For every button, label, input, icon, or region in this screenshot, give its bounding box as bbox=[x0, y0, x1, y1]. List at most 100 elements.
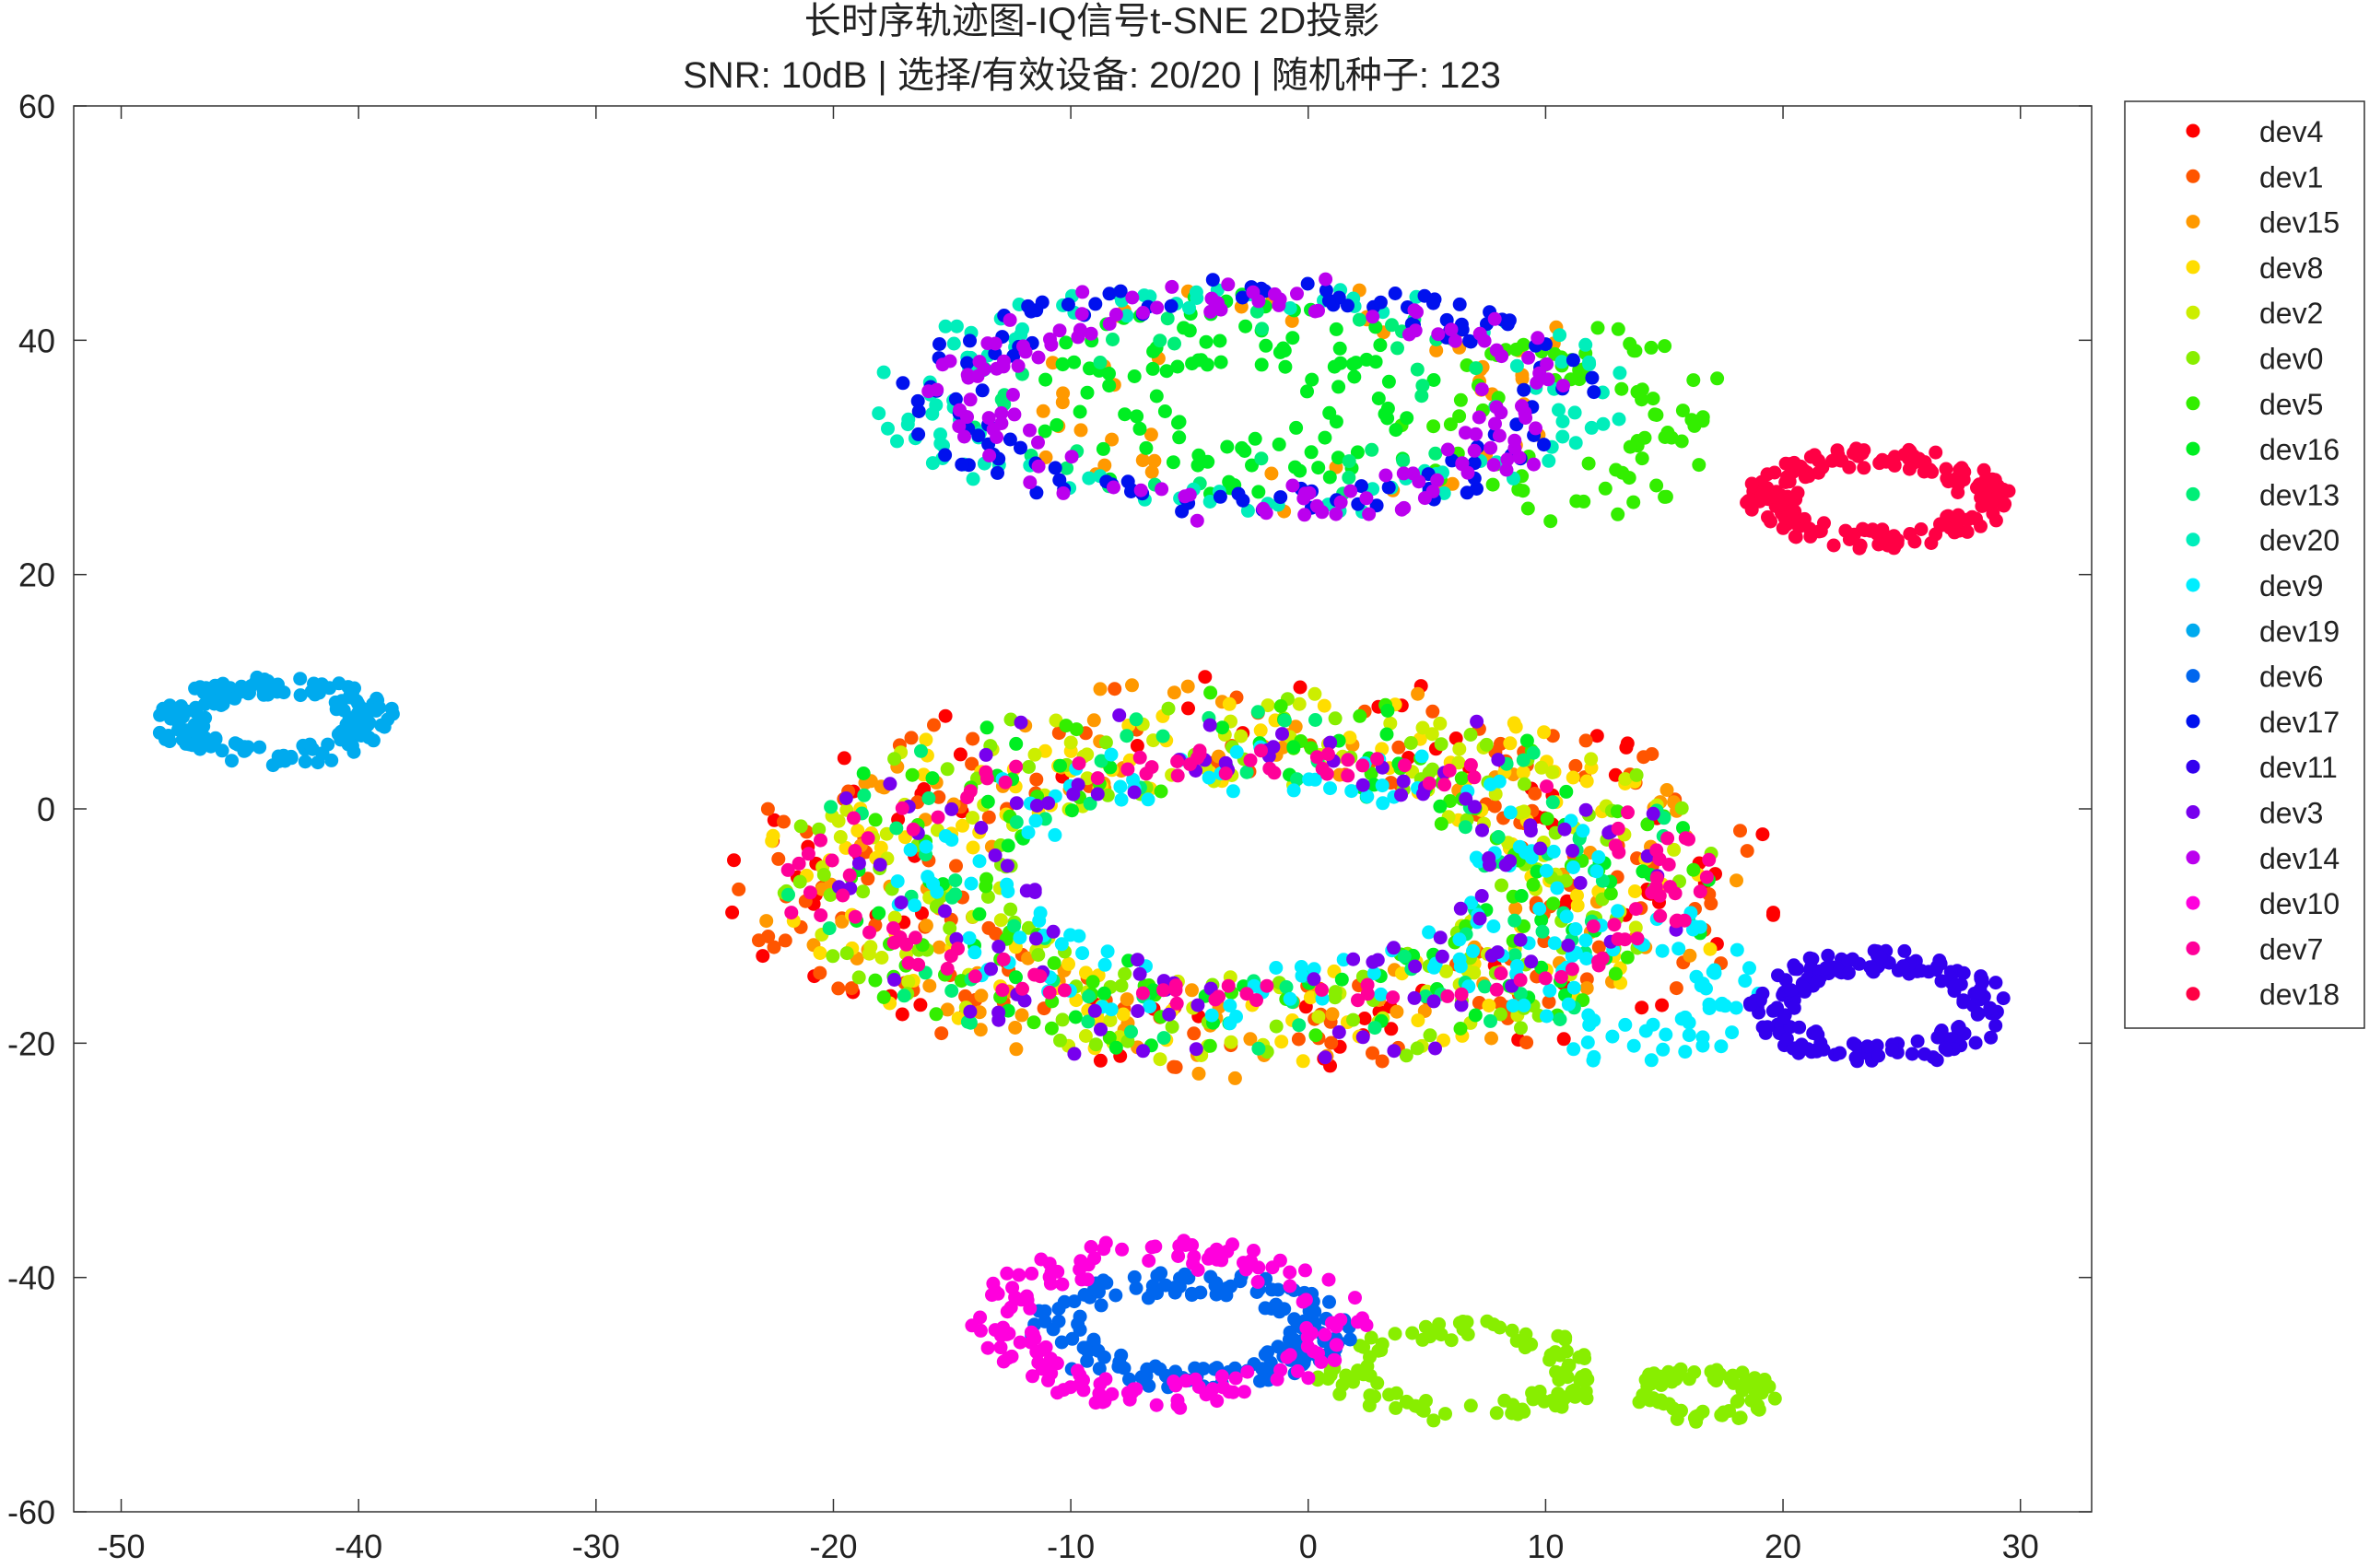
data-point bbox=[886, 935, 901, 950]
data-point bbox=[1277, 713, 1292, 728]
data-point bbox=[1468, 800, 1482, 814]
data-point bbox=[1013, 1335, 1027, 1350]
data-point bbox=[1509, 342, 1523, 357]
data-point bbox=[1519, 846, 1533, 860]
data-point bbox=[1346, 357, 1360, 371]
data-point bbox=[1628, 902, 1643, 917]
data-point bbox=[1277, 344, 1292, 357]
data-point bbox=[974, 821, 989, 835]
data-point bbox=[1389, 423, 1403, 438]
data-point bbox=[1971, 985, 1986, 1000]
data-point bbox=[1202, 1038, 1217, 1053]
data-point bbox=[1105, 432, 1120, 447]
data-point bbox=[1007, 407, 1022, 422]
data-point bbox=[1534, 760, 1549, 775]
data-point bbox=[1346, 952, 1361, 966]
data-point bbox=[890, 874, 905, 889]
data-point bbox=[960, 356, 975, 370]
data-point bbox=[1009, 736, 1024, 751]
data-point bbox=[1695, 410, 1710, 425]
data-point bbox=[1329, 322, 1343, 336]
data-point bbox=[1669, 914, 1683, 929]
data-point bbox=[1626, 1038, 1641, 1053]
legend-marker bbox=[2186, 532, 2200, 547]
data-point bbox=[1273, 699, 1288, 713]
data-point bbox=[1553, 1012, 1567, 1026]
data-point bbox=[1573, 875, 1588, 890]
data-point bbox=[1187, 1249, 1202, 1264]
data-point bbox=[814, 833, 827, 848]
data-point bbox=[1238, 319, 1253, 333]
data-point bbox=[1068, 1010, 1083, 1024]
data-point bbox=[1374, 987, 1389, 1001]
data-point bbox=[1308, 686, 1322, 701]
data-point bbox=[851, 856, 866, 871]
data-point bbox=[1331, 451, 1345, 465]
data-point bbox=[1545, 795, 1560, 810]
data-point bbox=[1693, 919, 1707, 934]
legend-marker bbox=[2186, 805, 2200, 819]
data-point bbox=[1725, 1025, 1740, 1040]
data-point bbox=[1023, 475, 1038, 490]
data-point bbox=[1370, 752, 1385, 766]
legend-marker bbox=[2186, 850, 2200, 865]
data-point bbox=[1182, 487, 1197, 502]
data-point bbox=[966, 811, 979, 825]
data-point bbox=[1559, 909, 1574, 924]
data-point bbox=[1052, 323, 1067, 338]
data-point bbox=[1494, 966, 1508, 981]
data-point bbox=[949, 319, 964, 333]
data-point bbox=[1255, 322, 1270, 336]
data-point bbox=[873, 858, 887, 872]
data-point bbox=[1071, 778, 1085, 792]
data-point bbox=[991, 465, 1004, 480]
data-point bbox=[1568, 436, 1583, 451]
data-point bbox=[1026, 1369, 1039, 1384]
data-point bbox=[1407, 990, 1422, 1005]
data-point bbox=[1034, 1252, 1049, 1267]
data-point bbox=[904, 731, 919, 745]
data-point bbox=[1524, 954, 1539, 969]
data-point bbox=[1989, 490, 2004, 505]
data-point bbox=[887, 910, 902, 925]
data-point bbox=[1156, 983, 1170, 998]
data-point bbox=[1483, 858, 1496, 872]
data-point bbox=[725, 905, 740, 919]
data-point bbox=[1220, 1244, 1235, 1258]
data-point bbox=[1960, 524, 1975, 539]
data-point bbox=[1841, 954, 1856, 968]
data-point bbox=[1279, 979, 1294, 994]
data-point bbox=[1838, 523, 1853, 538]
data-point bbox=[1873, 950, 1888, 965]
data-point bbox=[1022, 760, 1036, 774]
data-point bbox=[1488, 416, 1502, 431]
data-point bbox=[921, 791, 936, 805]
data-point bbox=[1497, 1393, 1512, 1408]
data-point bbox=[1343, 731, 1357, 745]
legend-label: dev18 bbox=[2259, 978, 2340, 1012]
data-point bbox=[944, 984, 959, 998]
data-point bbox=[1073, 1254, 1088, 1269]
data-point bbox=[1484, 1031, 1498, 1046]
legend-marker bbox=[2186, 396, 2200, 411]
data-point bbox=[1467, 965, 1482, 980]
data-point bbox=[1251, 1260, 1266, 1275]
data-point bbox=[1801, 469, 1816, 484]
data-point bbox=[1129, 1281, 1143, 1295]
data-point bbox=[1203, 304, 1218, 319]
data-point bbox=[1714, 1039, 1729, 1054]
data-point bbox=[910, 393, 925, 408]
legend-marker bbox=[2186, 169, 2200, 183]
data-point bbox=[1325, 1007, 1340, 1022]
data-point bbox=[974, 989, 989, 1003]
data-point bbox=[298, 755, 312, 769]
data-point bbox=[1432, 1316, 1447, 1331]
data-point bbox=[1008, 1021, 1023, 1035]
data-point bbox=[1566, 770, 1580, 785]
data-point bbox=[1376, 796, 1390, 811]
data-point bbox=[1139, 766, 1154, 781]
data-point bbox=[1031, 459, 1046, 474]
data-point bbox=[1389, 1400, 1403, 1415]
data-point bbox=[1025, 1266, 1039, 1281]
data-point bbox=[949, 859, 963, 873]
